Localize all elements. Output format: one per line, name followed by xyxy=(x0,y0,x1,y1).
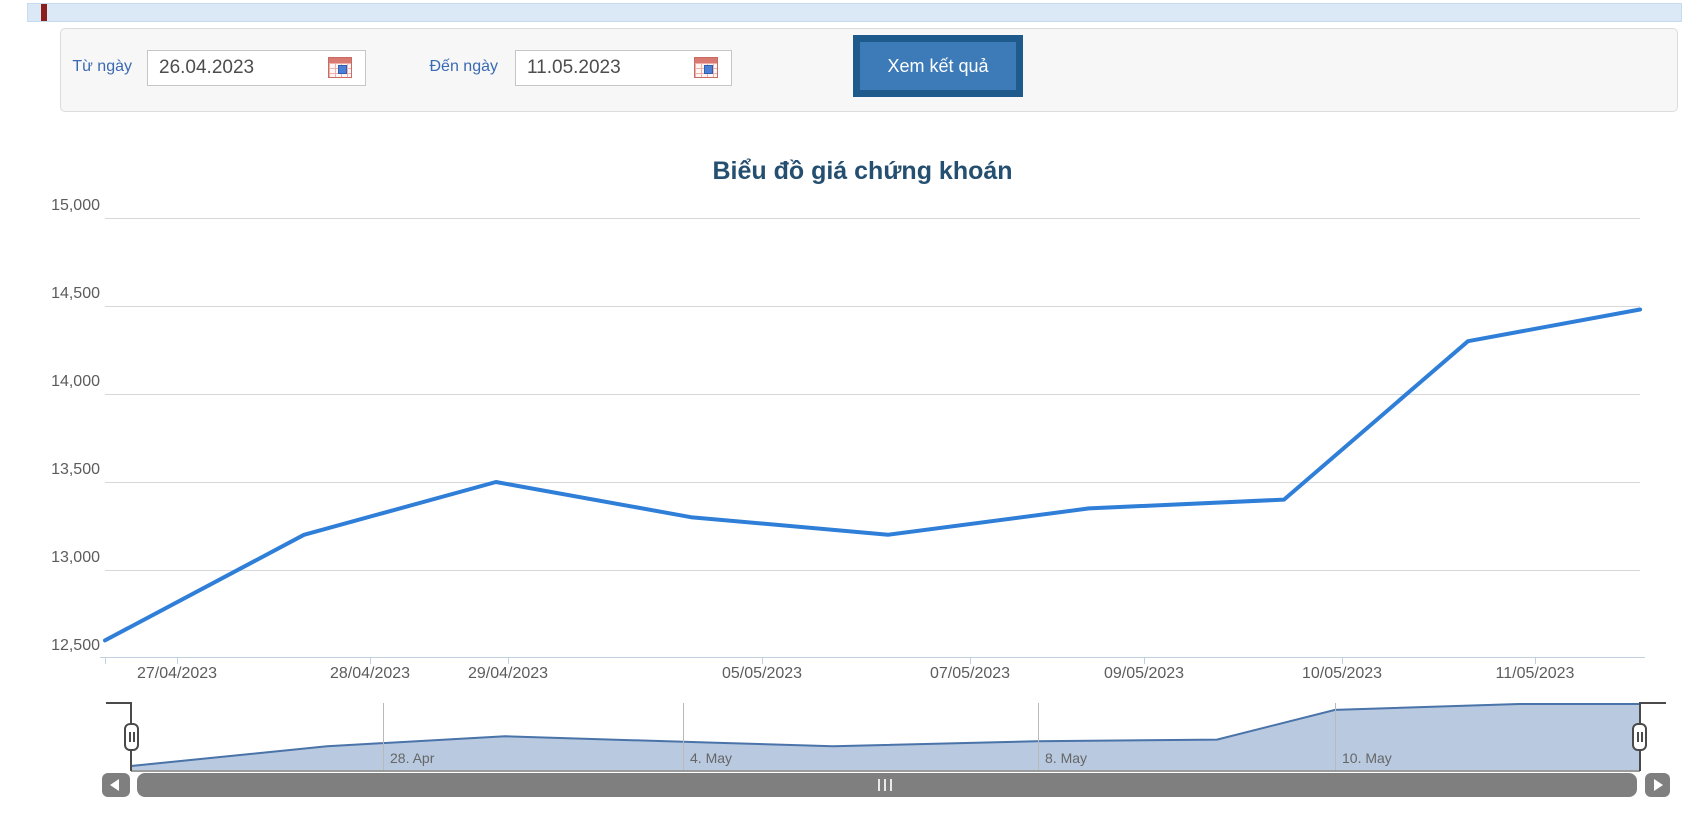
navigator-date-label: 10. May xyxy=(1342,750,1392,766)
price-line xyxy=(103,307,1642,643)
top-bar-accent xyxy=(41,4,47,21)
x-axis-tick xyxy=(762,658,763,664)
y-axis-label: 14,500 xyxy=(51,285,100,302)
view-results-button-label: Xem kết quả xyxy=(860,42,1016,90)
x-axis-label: 07/05/2023 xyxy=(929,665,1011,682)
arrow-right-icon xyxy=(1654,779,1663,791)
navigator-date-label: 28. Apr xyxy=(390,750,435,766)
scrollbar-grip-icon xyxy=(890,779,892,791)
navigator-handle-right[interactable] xyxy=(1632,723,1647,751)
calendar-icon[interactable] xyxy=(328,57,352,78)
x-axis-label: 10/05/2023 xyxy=(1301,665,1383,682)
x-axis-tick xyxy=(177,658,178,664)
navigator-outline-left-top xyxy=(106,702,131,704)
x-axis-tick xyxy=(1535,658,1536,664)
navigator-area xyxy=(131,704,1640,770)
scrollbar-right-button[interactable] xyxy=(1645,773,1670,797)
navigator-date-label: 8. May xyxy=(1045,750,1088,766)
x-axis-label: 05/05/2023 xyxy=(721,665,803,682)
navigator-gridline xyxy=(683,703,684,770)
y-gridline xyxy=(105,306,1640,307)
chart-title: Biểu đồ giá chứng khoán xyxy=(712,157,1013,185)
navigator-line xyxy=(130,703,1640,767)
navigator-date-label: 4. May xyxy=(690,750,733,766)
from-date-label: Từ ngày xyxy=(72,58,132,75)
x-axis-label: 11/05/2023 xyxy=(1495,665,1575,682)
scrollbar-grip-icon xyxy=(884,779,886,791)
y-axis-label: 13,000 xyxy=(51,549,100,566)
to-date-field[interactable] xyxy=(515,50,732,86)
scrollbar-thumb[interactable] xyxy=(137,773,1637,797)
arrow-left-icon xyxy=(110,779,119,791)
calendar-icon[interactable] xyxy=(694,57,718,78)
navigator-outline-right-top xyxy=(1640,702,1666,704)
y-gridline xyxy=(105,570,1640,571)
x-axis-tick xyxy=(970,658,971,664)
navigator-handle-left[interactable] xyxy=(124,723,139,751)
x-axis-label: 29/04/2023 xyxy=(467,665,549,682)
navigator-baseline xyxy=(131,770,1640,772)
navigator-gridline xyxy=(383,703,384,770)
y-gridline xyxy=(105,218,1640,219)
view-results-button[interactable]: Xem kết quả xyxy=(853,35,1023,97)
y-axis-label: 13,500 xyxy=(51,461,100,478)
x-axis-line xyxy=(100,657,1645,658)
x-axis-label: 28/04/2023 xyxy=(329,665,411,682)
x-axis-tick xyxy=(105,658,106,664)
navigator-gridline xyxy=(1335,703,1336,770)
navigator-gridline xyxy=(1038,703,1039,770)
x-axis-tick xyxy=(1144,658,1145,664)
x-axis-tick xyxy=(370,658,371,664)
scrollbar-left-button[interactable] xyxy=(102,773,130,797)
to-date-label: Đến ngày xyxy=(429,58,499,75)
x-axis-tick xyxy=(1342,658,1343,664)
y-gridline xyxy=(105,394,1640,395)
y-axis-label: 14,000 xyxy=(51,373,100,390)
x-axis-tick xyxy=(508,658,509,664)
top-bar xyxy=(27,3,1682,22)
y-axis-label: 15,000 xyxy=(51,197,100,214)
y-gridline xyxy=(105,482,1640,483)
x-axis-label: 27/04/2023 xyxy=(136,665,218,682)
scrollbar-grip-icon xyxy=(878,779,880,791)
x-axis-label: 09/05/2023 xyxy=(1103,665,1185,682)
y-axis-label: 12,500 xyxy=(51,637,100,654)
from-date-field[interactable] xyxy=(147,50,366,86)
